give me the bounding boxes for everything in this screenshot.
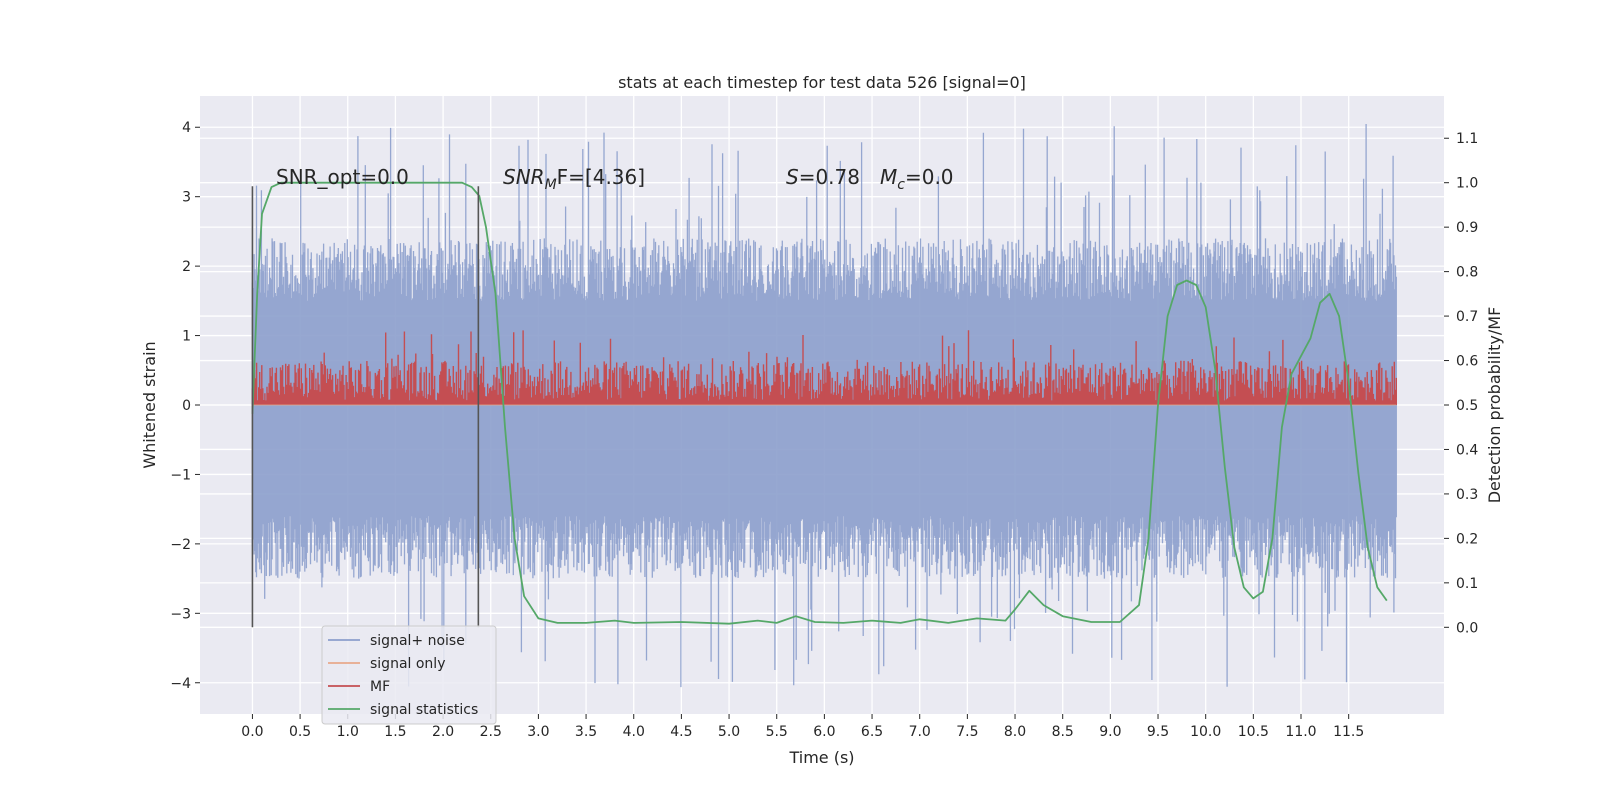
s-name: S: [786, 165, 799, 189]
y-tick-label-2: −2: [170, 537, 191, 553]
mc-name: M: [880, 165, 897, 189]
x-axis-label: Time (s): [788, 748, 854, 767]
y-tick-label-8: 4: [182, 120, 191, 136]
y-right-tick-label-5: 0.5: [1456, 398, 1478, 414]
chart-title: stats at each timestep for test data 526…: [618, 73, 1026, 92]
y-right-tick-label-11: 1.1: [1456, 131, 1478, 147]
y-right-tick-label-3: 0.3: [1456, 487, 1478, 503]
s-annotation: S=0.78: [786, 165, 860, 189]
legend: signal+ noise signal only MF signal stat…: [321, 625, 497, 725]
x-tick-label-21: 10.5: [1238, 724, 1269, 740]
x-tick-label-20: 10.0: [1190, 724, 1221, 740]
snr-mf-name: SNR: [503, 165, 545, 189]
x-tick-label-8: 4.0: [623, 724, 645, 740]
x-tick-label-17: 8.5: [1052, 724, 1074, 740]
x-tick-label-1: 0.5: [289, 724, 311, 740]
y-right-axis-ticks: 0.0 0.1 0.2 0.3 0.4 0.5 0.6 0.7 0.8 0.9 1.0 1.1: [1444, 131, 1478, 636]
x-tick-label-23: 11.5: [1333, 724, 1364, 740]
x-tick-label-2: 1.0: [337, 724, 359, 740]
mc-annotation: Mc=0.0: [880, 165, 954, 193]
legend-label-signal-only: signal only: [370, 656, 445, 672]
y-tick-label-7: 3: [182, 190, 191, 206]
s-value: =0.78: [799, 165, 860, 189]
x-tick-label-0: 0.0: [241, 724, 263, 740]
y-right-tick-label-10: 1.0: [1456, 176, 1478, 192]
snr-opt-annotation: SNR_opt=0.0: [276, 165, 409, 189]
vertical-markers: [251, 186, 480, 628]
x-tick-label-15: 7.5: [956, 724, 978, 740]
x-tick-label-7: 3.5: [575, 724, 597, 740]
y-axis-label: Whitened strain: [140, 341, 159, 468]
y-tick-label-3: −1: [170, 467, 191, 483]
statistics-series: [251, 181, 1388, 625]
y-right-tick-label-0: 0.0: [1456, 620, 1478, 636]
legend-label-noise: signal+ noise: [370, 633, 465, 649]
x-tick-label-3: 1.5: [384, 724, 406, 740]
x-tick-label-22: 11.0: [1285, 724, 1316, 740]
legend-label-mf: MF: [370, 679, 390, 695]
y-right-tick-label-1: 0.1: [1456, 576, 1478, 592]
y-right-tick-label-4: 0.4: [1456, 442, 1478, 458]
x-tick-label-4: 2.0: [432, 724, 454, 740]
y-right-tick-label-8: 0.8: [1456, 265, 1478, 281]
x-tick-label-11: 5.5: [766, 724, 788, 740]
legend-box: [321, 625, 497, 725]
x-tick-label-16: 8.0: [1004, 724, 1026, 740]
x-tick-label-12: 6.0: [813, 724, 835, 740]
y-tick-label-0: −4: [170, 676, 191, 692]
y-right-axis-label: Detection probability/MF: [1485, 307, 1504, 504]
x-tick-label-14: 7.0: [909, 724, 931, 740]
y-right-tick-label-7: 0.7: [1456, 309, 1478, 325]
y-tick-label-4: 0: [182, 398, 191, 414]
x-tick-label-19: 9.5: [1147, 724, 1169, 740]
x-tick-label-9: 4.5: [670, 724, 692, 740]
statistics-trace: [251, 181, 1388, 625]
x-axis-ticks: 0.0 0.5 1.0 1.5 2.0 2.5 3.0 3.5 4.0 4.5 5.0 5.5 6.0 6…: [241, 714, 1364, 740]
y-axis-ticks: −4 −3 −2 −1 0 1 2 3 4: [170, 120, 200, 692]
y-right-tick-label-9: 0.9: [1456, 220, 1478, 236]
y-tick-label-1: −3: [170, 606, 191, 622]
x-tick-label-13: 6.5: [861, 724, 883, 740]
mc-subscript: c: [897, 177, 905, 193]
x-tick-label-5: 2.5: [480, 724, 502, 740]
y-tick-label-5: 1: [182, 329, 191, 345]
snr-mf-subscript: M: [545, 177, 557, 193]
y-tick-label-6: 2: [182, 259, 191, 275]
x-tick-label-18: 9.0: [1099, 724, 1121, 740]
legend-label-statistics: signal statistics: [370, 702, 478, 718]
x-tick-label-10: 5.0: [718, 724, 740, 740]
snr-mf-rest: F=[4.36]: [557, 165, 645, 189]
snr-mf-annotation: SNRMF=[4.36]: [503, 165, 645, 193]
x-tick-label-6: 3.0: [527, 724, 549, 740]
y-right-tick-label-6: 0.6: [1456, 354, 1478, 370]
y-right-tick-label-2: 0.2: [1456, 531, 1478, 547]
mc-value: =0.0: [905, 165, 954, 189]
